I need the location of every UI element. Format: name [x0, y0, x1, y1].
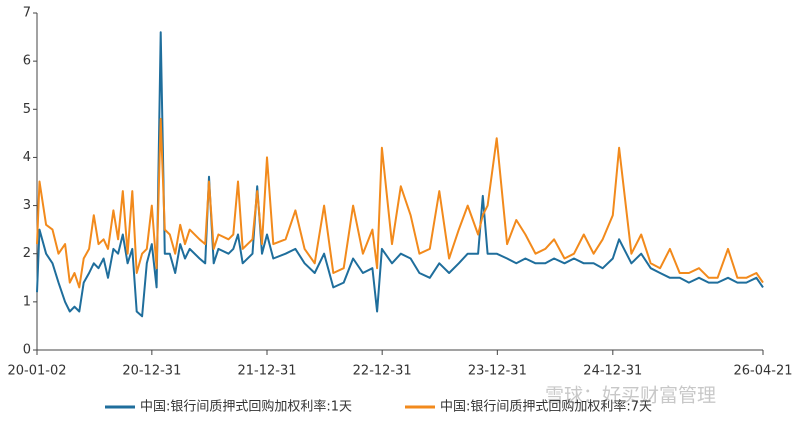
y-tick-label: 0 [23, 343, 31, 358]
series-line [36, 31, 764, 318]
y-tick-label: 6 [23, 54, 31, 69]
y-tick-label: 3 [23, 198, 31, 213]
x-tick-label: 23-12-31 [468, 364, 527, 379]
y-tick-label: 1 [23, 294, 31, 309]
legend-label: 中国:银行间质押式回购加权利率:7天 [440, 399, 652, 415]
x-tick-label: 26-04-21 [733, 364, 792, 379]
x-tick-label: 22-12-31 [353, 364, 412, 379]
y-tick-label: 2 [23, 246, 31, 261]
x-tick-label: 20-01-02 [7, 364, 66, 379]
y-tick-label: 5 [23, 102, 31, 117]
x-tick-label: 21-12-31 [238, 364, 297, 379]
series-line [36, 117, 764, 289]
watermark: 雪球：好买财富管理 [545, 385, 716, 407]
x-tick-label: 20-12-31 [122, 364, 181, 379]
legend-label: 中国:银行间质押式回购加权利率:1天 [140, 399, 352, 415]
y-tick-label: 4 [23, 150, 31, 165]
x-tick-label: 24-12-31 [583, 364, 642, 379]
y-tick-label: 7 [23, 6, 31, 21]
